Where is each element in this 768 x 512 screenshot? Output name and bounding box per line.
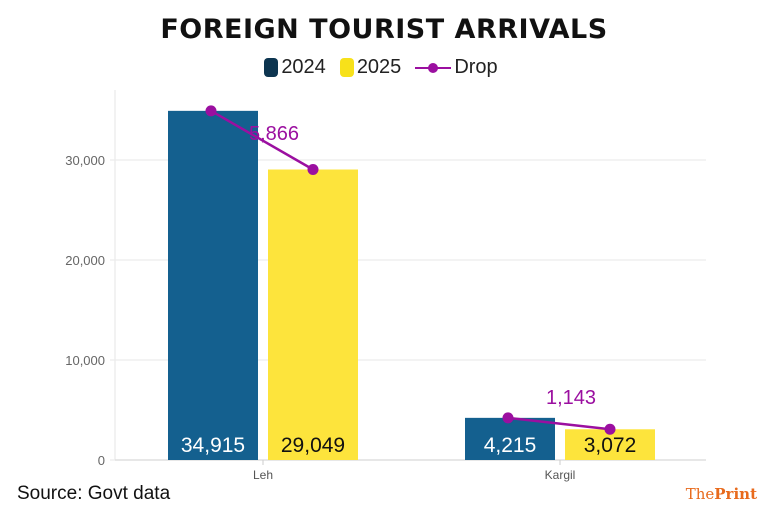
drop-line <box>210 109 314 171</box>
x-tick-label: Leh <box>253 468 273 482</box>
chart-title: FOREIGN TOURIST ARRIVALS <box>160 14 608 45</box>
bar-value-label: 29,049 <box>281 434 345 457</box>
legend-item-2024: 2024 <box>264 56 326 79</box>
drop-line <box>507 416 611 431</box>
y-tick-label: 30,000 <box>65 153 105 168</box>
drop-marker <box>205 105 217 117</box>
legend-label: 2025 <box>356 56 402 78</box>
y-tick-label: 10,000 <box>65 353 105 368</box>
bar-value-label: 34,915 <box>181 434 245 457</box>
bar-2025-leh <box>268 169 358 460</box>
brand-the: The <box>685 485 715 503</box>
bar-2024-kargil <box>465 417 555 460</box>
drop-value-label: 5,866 <box>249 123 299 145</box>
legend-item-drop: Drop <box>415 56 498 79</box>
brand-print: Print <box>714 485 757 503</box>
bar-value-label: 4,215 <box>484 434 537 457</box>
drop-marker <box>502 412 514 424</box>
x-tick-label: Kargil <box>545 468 576 482</box>
legend-swatch-2025 <box>339 58 354 77</box>
legend: 2024 2025 Drop <box>0 56 768 79</box>
legend-item-2025: 2025 <box>339 56 402 79</box>
legend-label: Drop <box>454 56 498 78</box>
bar-value-label: 3,072 <box>584 434 637 457</box>
drop-value-label: 1,143 <box>546 387 596 409</box>
drop-marker <box>307 164 319 176</box>
brand-logo: ThePrint <box>686 485 757 503</box>
y-tick-label: 20,000 <box>65 253 105 268</box>
legend-label: 2024 <box>281 56 326 78</box>
line-marker-icon <box>415 58 452 77</box>
legend-swatch-2024 <box>264 58 279 77</box>
source-note: Source: Govt data <box>17 483 171 504</box>
bar-2024-leh <box>168 110 258 460</box>
y-tick-label: 0 <box>98 453 105 468</box>
drop-marker <box>604 423 616 435</box>
